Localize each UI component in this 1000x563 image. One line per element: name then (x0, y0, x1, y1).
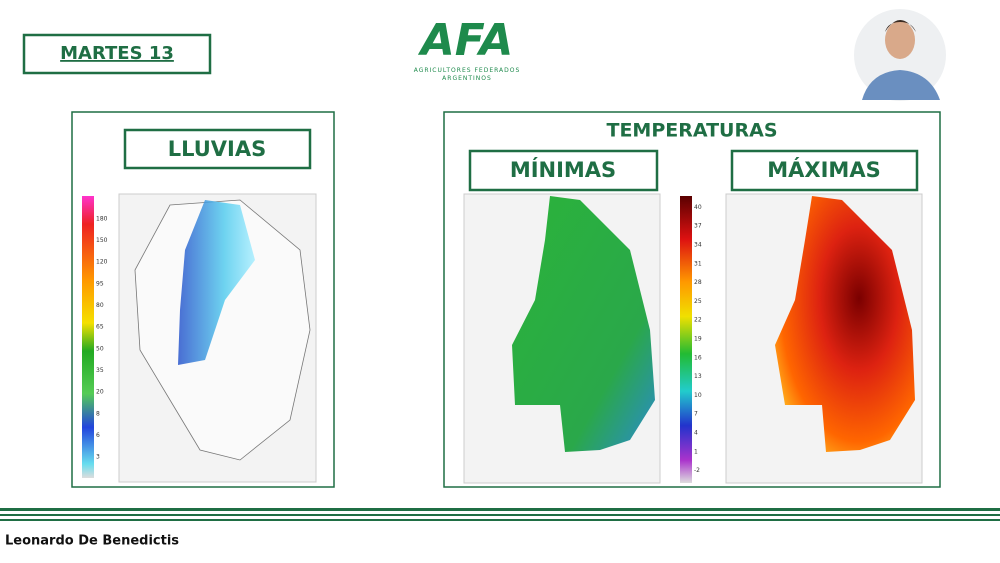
temp-colorbar (680, 196, 692, 483)
legend-label: 40 (694, 204, 702, 211)
min-area (512, 196, 655, 452)
legend-label: 7 (694, 411, 698, 418)
logo-subtitle: ARGENTINOS (442, 75, 492, 82)
rain-title-box (123, 128, 312, 170)
legend-label: 6 (96, 432, 100, 439)
legend-label: 25 (694, 298, 702, 305)
legend-label: 28 (694, 279, 702, 286)
legend-label: 1 (694, 448, 698, 455)
legend-label: 37 (694, 223, 702, 230)
date: MARTES 13 (60, 43, 174, 64)
legend-label: 20 (96, 389, 104, 396)
temp-title: TEMPERATURAS (606, 120, 777, 142)
date-box (22, 33, 212, 75)
legend-label: 22 (694, 317, 702, 324)
logo-subtitle: AGRICULTORES FEDERADOS (414, 67, 521, 74)
legend-label: 4 (694, 430, 698, 437)
legend-label: 35 (96, 367, 104, 374)
legend-label: 10 (694, 392, 702, 399)
legend-label: 19 (694, 336, 702, 343)
legend-label: 80 (96, 302, 104, 309)
legend-label: 31 (694, 260, 702, 267)
footer-stripe (0, 508, 1000, 511)
legend-label: 34 (694, 242, 702, 249)
logo: AFA (418, 15, 514, 66)
legend-label: -2 (694, 467, 700, 474)
speaker-photo (854, 9, 946, 101)
max-area (775, 196, 915, 452)
rain-area (178, 200, 255, 365)
legend-label: 8 (96, 410, 100, 417)
legend-label: 13 (694, 373, 702, 380)
max-title: MÁXIMAS (767, 157, 880, 182)
rain-title: LLUVIAS (168, 137, 267, 161)
footer-stripe (0, 514, 1000, 516)
legend-label: 120 (96, 259, 108, 266)
footer-stripe (0, 519, 1000, 521)
legend-label: 95 (96, 280, 104, 287)
legend-label: 50 (96, 345, 104, 352)
min-title: MÍNIMAS (510, 157, 616, 182)
legend-label: 150 (96, 237, 108, 244)
legend-label: 180 (96, 215, 108, 222)
legend-label: 3 (96, 454, 100, 461)
max-title-box (730, 149, 919, 192)
map-outline (134, 199, 311, 461)
rain-colorbar (82, 196, 94, 478)
legend-label: 65 (96, 324, 104, 331)
min-title-box (468, 149, 659, 192)
speaker-name: Leonardo De Benedictis (5, 534, 179, 549)
legend-label: 16 (694, 354, 702, 361)
